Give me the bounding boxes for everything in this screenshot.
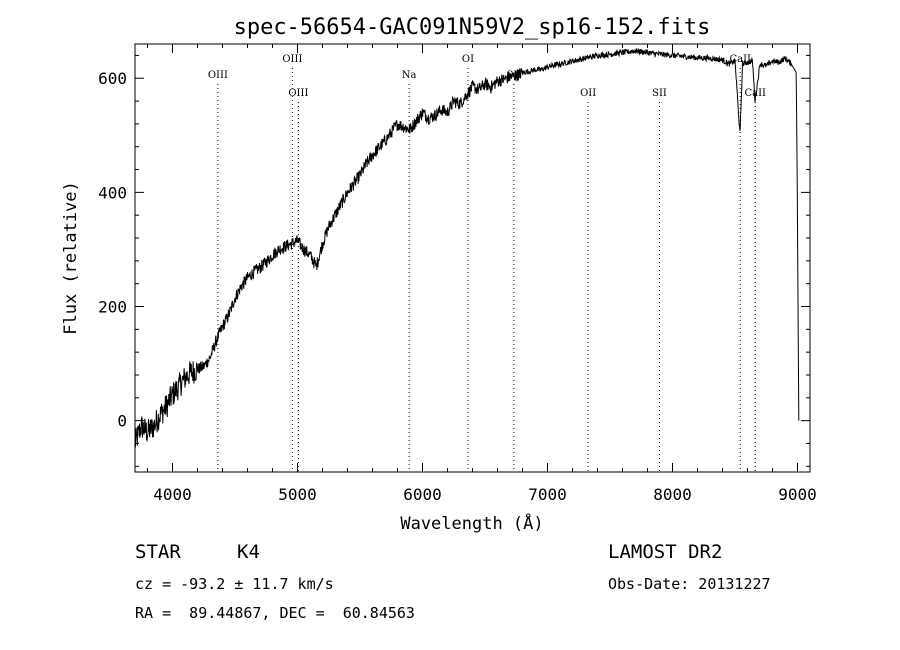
redshift-velocity: cz = -93.2 ± 11.7 km/s <box>135 575 334 593</box>
plot-frame <box>134 43 811 473</box>
y-tick-label: 600 <box>98 69 127 88</box>
y-tick-label: 400 <box>98 183 127 202</box>
survey-name: LAMOST DR2 <box>608 541 723 563</box>
spectral-line-label: OII <box>580 88 596 99</box>
x-axis: 4000 5000 6000 7000 8000 9000 <box>147 44 817 504</box>
y-axis: 0 200 400 600 <box>98 54 810 467</box>
y-axis-label: Flux (relative) <box>61 181 81 335</box>
chart-title: spec-56654-GAC091N59V2_sp16-152.fits <box>234 15 711 40</box>
x-tick-label: 8000 <box>653 485 692 504</box>
observation-date: Obs-Date: 20131227 <box>608 575 771 593</box>
spectral-line-label: Na <box>402 70 417 81</box>
object-subclass: K4 <box>237 541 260 563</box>
x-tick-label: 5000 <box>278 485 317 504</box>
x-tick-label: 6000 <box>403 485 442 504</box>
x-tick-label: 9000 <box>778 485 817 504</box>
spectral-line-label: OI <box>462 54 474 65</box>
spectral-line-label: OIII <box>288 88 308 99</box>
object-class: STAR <box>135 541 181 563</box>
spectral-line-label: OIII <box>282 54 302 65</box>
coordinates: RA = 89.44867, DEC = 60.84563 <box>135 604 415 622</box>
spectral-line-label: CaII <box>729 54 751 65</box>
x-axis-label: Wavelength (Å) <box>400 512 543 534</box>
spectrum-line <box>134 48 800 448</box>
x-tick-label: 7000 <box>528 485 567 504</box>
x-tick-label: 4000 <box>153 485 192 504</box>
spectral-line-label: OIII <box>208 70 228 81</box>
y-tick-label: 0 <box>117 412 127 431</box>
spectral-line-label: SII <box>652 88 667 99</box>
y-tick-label: 200 <box>98 298 127 317</box>
